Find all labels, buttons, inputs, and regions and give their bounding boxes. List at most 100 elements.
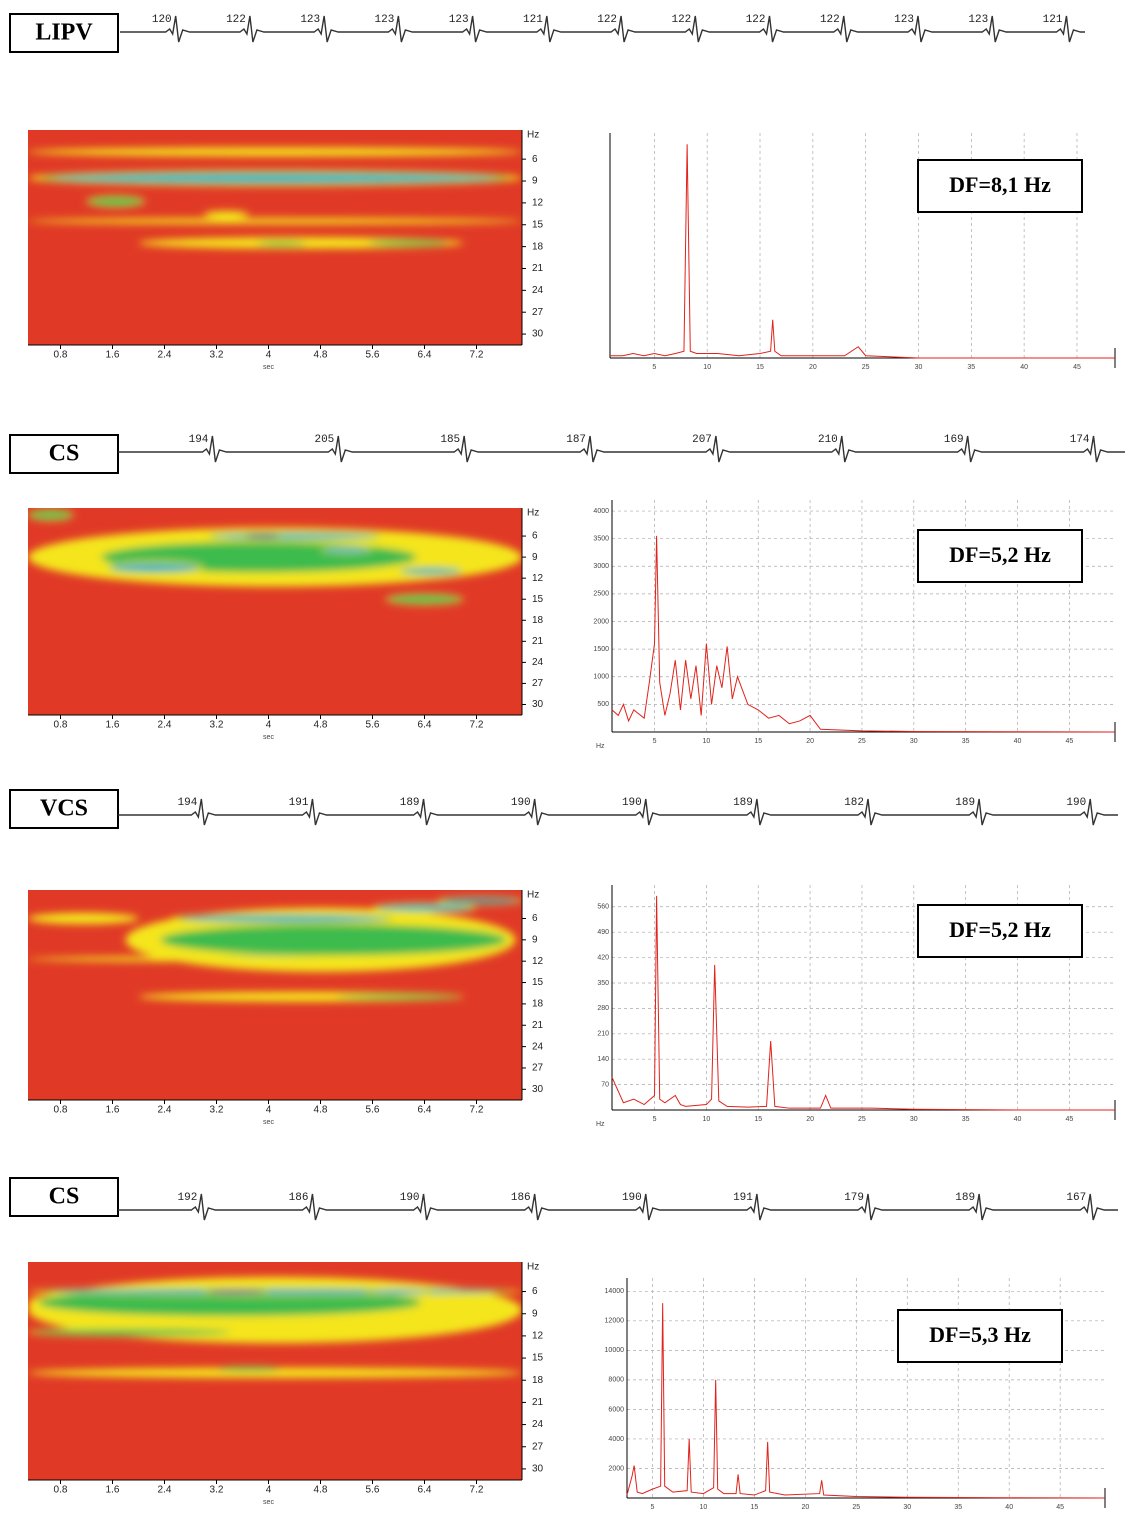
x-tick-label: 45 [1056,1504,1064,1511]
cycle-length: 123 [300,14,320,26]
y-tick-label: 2000 [608,1465,624,1472]
x-axis-label: sec [263,1119,274,1126]
heatmap-blob [212,533,377,539]
x-tick-label: 5 [653,738,657,745]
x-tick-label: 10 [702,1116,710,1123]
x-tick-label: 6.4 [418,350,432,361]
y-axis-label: Hz [527,130,539,141]
y-tick-label: 21 [532,1397,544,1408]
x-tick-label: 2.4 [158,720,172,731]
channel-label: CS [49,1184,80,1210]
x-axis-label: sec [263,734,274,741]
cycle-length: 123 [449,14,469,26]
y-tick-label: 30 [532,1464,544,1475]
cycle-length: 169 [944,434,964,446]
y-tick-label: 6 [532,913,538,924]
x-tick-label: 6.4 [418,1105,432,1116]
df-box [917,904,1083,958]
cycle-length: 190 [511,797,531,809]
x-tick-label: 4 [266,1485,272,1496]
y-tick-label: 27 [532,307,544,318]
heatmap-blob [323,548,370,553]
y-tick-label: 490 [597,929,609,936]
y-tick-label: 280 [597,1005,609,1012]
ecg-trace [118,435,1125,463]
x-tick-label: 4.8 [314,720,328,731]
x-tick-label: 35 [967,364,975,371]
x-tick-label: 40 [1014,738,1022,745]
label-box [9,13,119,53]
y-axis-label: Hz [527,508,539,519]
y-tick-label: 15 [532,1353,544,1364]
df-box [917,529,1083,583]
cycle-length: 121 [1043,14,1063,26]
x-tick-label: 40 [1014,1116,1022,1123]
label-box [9,789,119,829]
cycle-length: 187 [566,434,586,446]
cycle-length: 189 [733,797,753,809]
y-tick-label: 6 [532,1286,538,1297]
x-tick-label: 25 [862,364,870,371]
y-tick-label: 8000 [608,1377,624,1384]
spectrum-line [611,535,1116,733]
x-tick-label: 1.6 [106,1105,120,1116]
y-tick-label: 9 [532,1308,538,1319]
x-tick-label: 2.4 [158,350,172,361]
heatmap-blob [28,956,464,962]
x-tick-label: 40 [1005,1504,1013,1511]
x-tick-label: 20 [809,364,817,371]
heatmap-blob [443,898,516,903]
y-tick-label: 27 [532,1063,544,1074]
x-tick-label: 5.6 [366,1485,380,1496]
cycle-length: 122 [226,14,246,26]
heatmap-blob [28,147,522,157]
y-tick-label: 6000 [608,1406,624,1413]
spectrum-line [611,895,1115,1111]
cycle-length: 179 [844,1192,864,1204]
channel-label: LIPV [35,20,93,46]
heatmap-blob [110,564,199,571]
y-tick-label: 15 [532,219,544,230]
x-tick-label: 0.8 [54,1105,68,1116]
heatmap [28,147,522,249]
cycle-length: 205 [314,434,334,446]
x-tick-label: 10 [703,364,711,371]
spectrum-line [626,1303,1106,1499]
cycle-length: 191 [733,1192,753,1204]
y-tick-label: 21 [532,263,544,274]
y-tick-label: 3500 [593,536,609,543]
cycle-length: 120 [152,14,172,26]
heatmap-blob [52,174,498,182]
x-tick-label: 4 [266,350,272,361]
x-tick-label: 7.2 [470,1105,484,1116]
cycle-length: 210 [818,434,838,446]
y-tick-label: 1000 [593,674,609,681]
channel-label: CS [49,441,80,467]
heatmap-blob [38,1289,421,1316]
y-tick-label: 12 [532,198,544,209]
y-tick-label: 4000 [593,508,609,515]
x-tick-label: 2.4 [158,1105,172,1116]
heatmap [28,1276,522,1379]
y-tick-label: 560 [597,904,609,911]
df-box [917,159,1083,213]
y-tick-label: 9 [532,552,538,563]
x-tick-label: 3.2 [210,1485,224,1496]
x-tick-label: 15 [754,1116,762,1123]
cycle-length: 186 [511,1192,531,1204]
heatmap-blob [160,924,507,956]
y-tick-label: 15 [532,594,544,605]
x-axis-label: Hz [596,743,605,750]
ecg-trace [118,798,1118,826]
cycle-length: 190 [400,1192,420,1204]
y-tick-label: 70 [601,1081,609,1088]
y-tick-label: 30 [532,329,544,340]
y-tick-label: 24 [532,657,544,668]
y-tick-label: 12 [532,1331,544,1342]
y-tick-label: 24 [532,1419,544,1430]
x-axis-label: sec [263,1499,274,1506]
cycle-length: 122 [671,14,691,26]
x-tick-label: 4.8 [314,1485,328,1496]
x-tick-label: 35 [962,738,970,745]
x-tick-label: 1.6 [106,1485,120,1496]
